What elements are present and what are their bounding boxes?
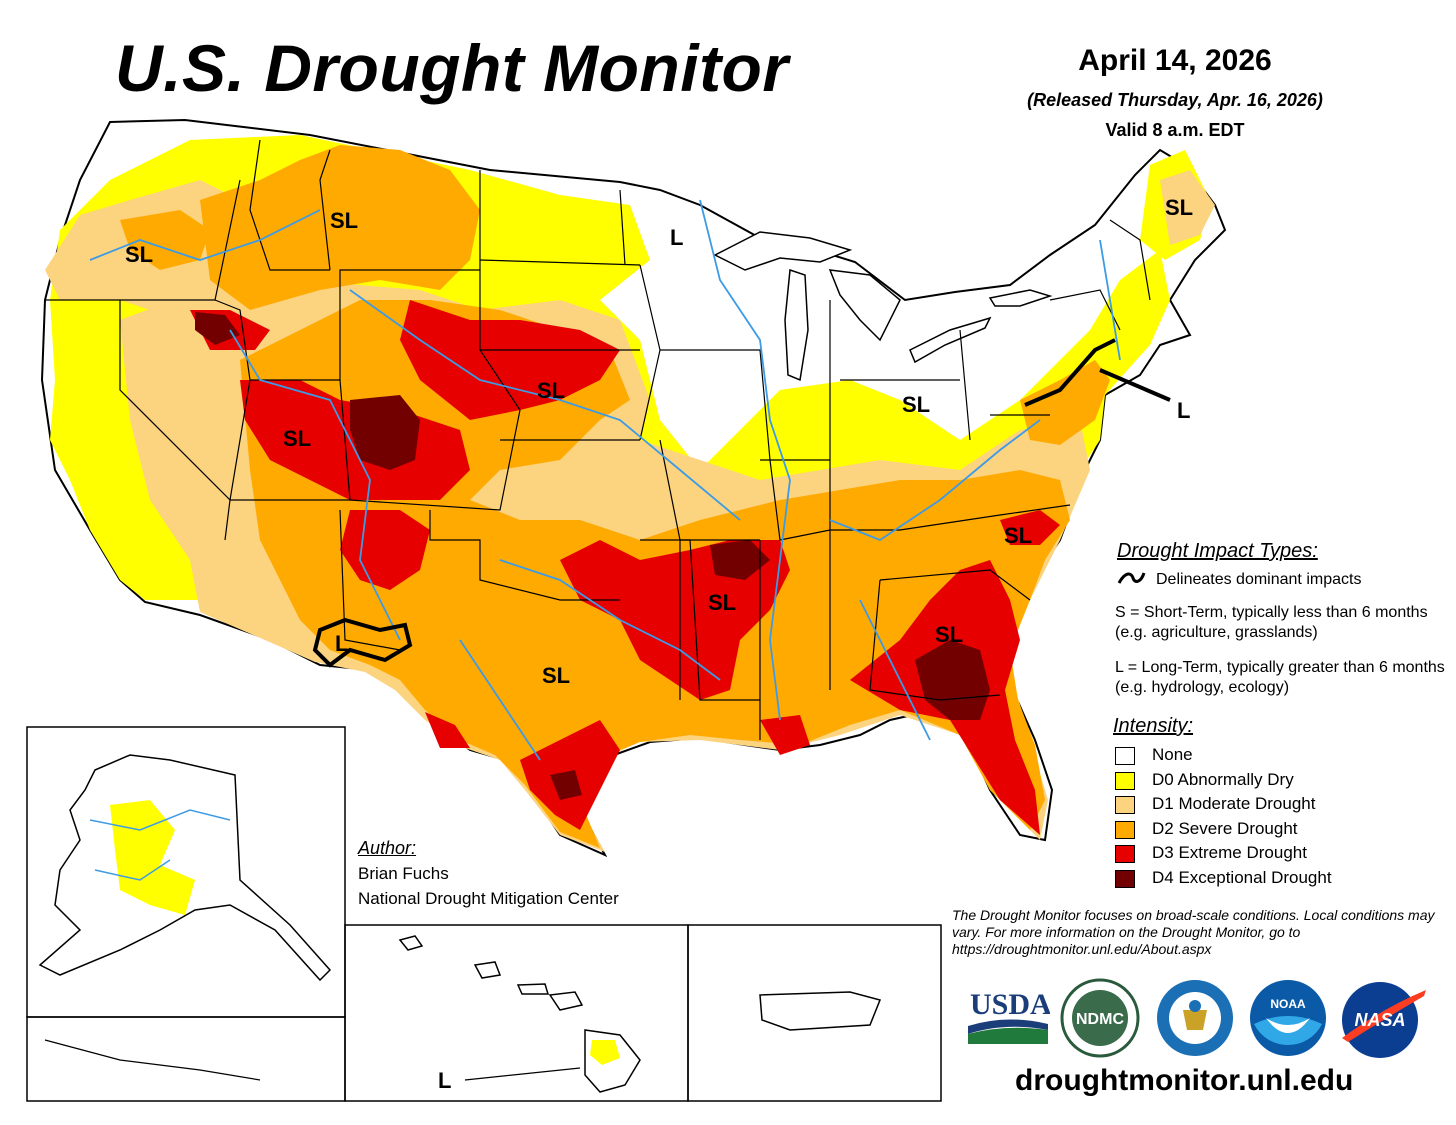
hawaii-inset <box>344 924 689 1102</box>
author-heading: Author: <box>358 838 417 858</box>
lake-michigan <box>784 268 809 382</box>
map-label: SL <box>1165 195 1193 220</box>
short-term-desc: S = Short-Term, typically less than 6 mo… <box>1115 604 1428 641</box>
drought-shading <box>45 135 1215 1066</box>
d4-ga-fl <box>915 640 990 720</box>
map-label: L <box>1177 398 1190 423</box>
map-label: L <box>438 1068 451 1093</box>
d3-wy-sd <box>400 300 620 420</box>
map-label: SL <box>283 426 311 451</box>
page-title: U.S. Drought Monitor <box>115 31 789 105</box>
d3-nc <box>1000 510 1060 545</box>
d3-nm <box>340 510 430 590</box>
d4-ar <box>710 540 770 580</box>
noaa-logo-text: NOAA <box>1270 997 1306 1011</box>
map-date: April 14, 2026 <box>1078 44 1272 77</box>
d3-la <box>760 715 810 755</box>
nasa-logo-text: NASA <box>1354 1010 1405 1030</box>
legend-swatch <box>1115 870 1135 888</box>
map-label: SL <box>330 208 358 233</box>
legend-label: D3 Extreme Drought <box>1152 843 1307 862</box>
d3-tx-west <box>425 712 470 748</box>
map-label: SL <box>537 378 565 403</box>
legend-swatch <box>1115 747 1135 765</box>
lake-erie <box>909 316 992 364</box>
map-label: SL <box>542 663 570 688</box>
nasa-logo: NASA <box>1342 982 1426 1058</box>
impact-types-heading: Drought Impact Types: <box>1117 540 1318 562</box>
map-label: SL <box>125 242 153 267</box>
legend-swatch <box>1115 845 1135 863</box>
ndmc-logo-text: NDMC <box>1076 1011 1124 1028</box>
legend-label: D1 Moderate Drought <box>1152 794 1316 813</box>
puerto-rico-inset <box>687 924 942 1102</box>
legend-swatch <box>1115 772 1135 790</box>
intensity-heading: Intensity: <box>1113 715 1194 737</box>
lake-ontario <box>988 289 1053 307</box>
release-date: (Released Thursday, Apr. 16, 2026) <box>1027 90 1323 110</box>
legend-swatch <box>1115 796 1135 814</box>
rivers <box>89 199 1121 761</box>
delineation-line-icon <box>1117 572 1146 584</box>
long-term-desc: L = Long-Term, typically greater than 6 … <box>1115 659 1445 696</box>
lake-superior <box>713 231 853 271</box>
map-label: L <box>670 225 683 250</box>
legend-label: D4 Exceptional Drought <box>1152 868 1332 887</box>
commerce-logo <box>1157 980 1233 1056</box>
impact-boundaries <box>312 338 1171 668</box>
d3-ok-ar <box>560 540 790 700</box>
alaska-outline <box>38 754 332 982</box>
author-name: Brian Fuchs <box>358 864 449 883</box>
author-org: National Drought Mitigation Center <box>358 889 619 908</box>
lake-huron <box>828 269 901 342</box>
state-borders <box>45 139 1151 740</box>
delineates-label: Delineates dominant impacts <box>1156 571 1362 588</box>
legend-label: D0 Abnormally Dry <box>1152 770 1294 789</box>
ndmc-logo: NDMC <box>1060 978 1140 1058</box>
map-label: SL <box>708 590 736 615</box>
legend-label: None <box>1152 745 1193 764</box>
d4-tx <box>550 770 582 800</box>
valid-time: Valid 8 a.m. EDT <box>1105 120 1245 140</box>
hawaii-d0 <box>590 1040 620 1065</box>
map-label: SL <box>1004 523 1032 548</box>
legend-swatch <box>1115 821 1135 839</box>
map-label: SL <box>935 622 963 647</box>
usda-logo-text: USDA <box>970 988 1050 1021</box>
d1-maine <box>1160 170 1215 245</box>
alaska-inset <box>26 726 346 1102</box>
disclaimer-text: The Drought Monitor focuses on broad-sca… <box>952 907 1435 957</box>
usda-logo: USDA <box>968 988 1050 1044</box>
d2-mid-atl <box>1020 360 1110 445</box>
d4-idaho <box>195 312 240 345</box>
d4-co <box>350 395 420 470</box>
map-labels: SL SL SL L SL SL SL L SL SL L SL SL L <box>125 195 1193 1093</box>
great-lakes <box>713 231 1053 382</box>
map-label: L <box>335 631 348 656</box>
noaa-logo: NOAA <box>1250 980 1326 1056</box>
map-label: SL <box>902 392 930 417</box>
legend-label: D2 Severe Drought <box>1152 819 1298 838</box>
website-link[interactable]: droughtmonitor.unl.edu <box>1015 1064 1354 1097</box>
